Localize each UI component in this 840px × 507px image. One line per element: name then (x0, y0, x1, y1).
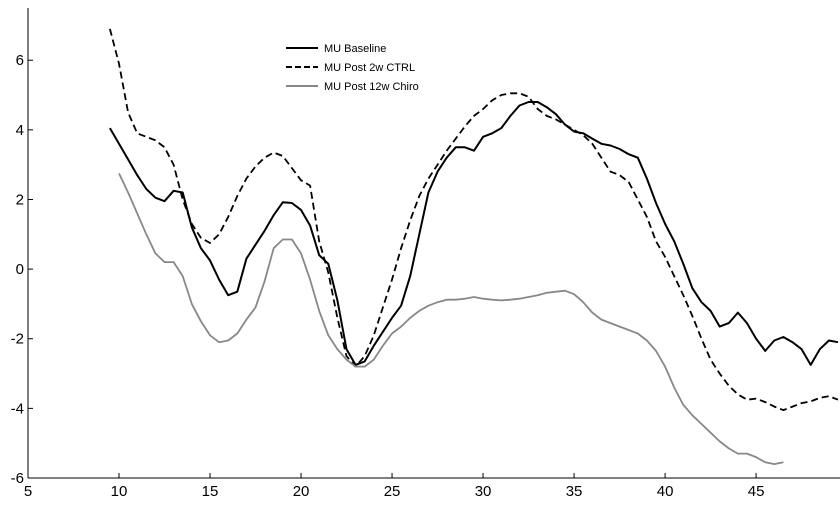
x-tick-label: 40 (657, 483, 674, 500)
legend-label: MU Baseline (324, 43, 386, 55)
series-line-3 (118, 173, 784, 465)
plot-lines (109, 28, 839, 465)
y-tick-label: 4 (16, 122, 24, 139)
axes: 5 10 15 20 25 30 35 40 45 -6 -4 -2 0 2 4 6 (11, 8, 840, 500)
x-tick-label: 30 (475, 483, 492, 500)
legend-label: MU Post 12w Chiro (324, 81, 419, 93)
x-tick-label: 35 (566, 483, 583, 500)
x-tick-label: 45 (748, 483, 765, 500)
x-tick-label: 20 (293, 483, 310, 500)
series-line-2 (109, 28, 839, 411)
y-tick-label: 2 (16, 191, 24, 208)
x-tick-label: 5 (24, 483, 32, 500)
x-tick-label: 25 (384, 483, 401, 500)
legend-label: MU Post 2w CTRL (324, 62, 415, 74)
y-tick-label: -4 (11, 400, 24, 417)
x-tick-label: 10 (111, 483, 128, 500)
y-tick-label: 6 (16, 52, 24, 69)
y-tick-label: -2 (11, 331, 24, 348)
series-line-1 (109, 101, 839, 366)
y-tick-label: 0 (16, 261, 24, 278)
legend: MU Baseline MU Post 2w CTRL MU Post 12w Ch… (286, 43, 419, 93)
x-tick-label: 15 (202, 483, 219, 500)
y-tick-label: -6 (11, 470, 24, 487)
